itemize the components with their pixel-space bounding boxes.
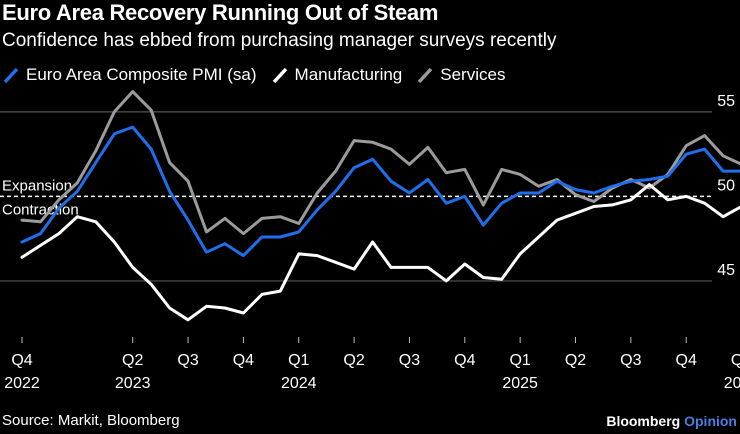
- x-tick-year-label: 2023: [115, 375, 151, 392]
- x-tick-label: Q1: [509, 352, 530, 369]
- bloomberg-opinion-logo: Bloomberg Opinion: [606, 413, 737, 429]
- x-tick-year-label: 2024: [281, 375, 317, 392]
- expansion-label: Expansion: [2, 177, 72, 194]
- legend-swatch-manufacturing: [272, 67, 287, 84]
- x-tick-label: Q4: [676, 352, 697, 369]
- y-tick-label-55: 55: [717, 93, 735, 110]
- chart-title: Euro Area Recovery Running Out of Steam: [2, 0, 439, 25]
- brand-opinion: Opinion: [684, 413, 737, 429]
- x-tick-label: Q4: [454, 352, 475, 369]
- legend-item-composite: Euro Area Composite PMI (sa): [2, 65, 257, 85]
- chart-legend: Euro Area Composite PMI (sa) Manufacturi…: [2, 65, 519, 85]
- x-tick-label: Q3: [177, 352, 198, 369]
- series-line-services: [20, 90, 740, 236]
- x-tick-label: Q4: [11, 352, 32, 369]
- x-tick-label: Q1: [731, 352, 740, 369]
- x-tick-label: Q1: [288, 352, 309, 369]
- x-tick-label: Q3: [620, 352, 641, 369]
- legend-item-manufacturing: Manufacturing: [271, 65, 403, 85]
- x-tick-label: Q3: [399, 352, 420, 369]
- x-tick-year-label: 2026: [724, 375, 740, 392]
- x-tick-label: Q2: [122, 352, 143, 369]
- x-tick-year-label: 2025: [502, 375, 538, 392]
- legend-label-composite: Euro Area Composite PMI (sa): [26, 65, 257, 84]
- legend-label-services: Services: [440, 65, 506, 84]
- x-tick-label: Q2: [565, 352, 586, 369]
- y-tick-label-50: 50: [717, 177, 735, 194]
- series-line-composite: [20, 125, 740, 258]
- legend-label-manufacturing: Manufacturing: [294, 65, 403, 84]
- legend-swatch-composite: [3, 67, 19, 84]
- x-tick-label: Q4: [233, 352, 254, 369]
- x-tick-year-label: 2022: [4, 375, 40, 392]
- legend-item-services: Services: [416, 65, 505, 85]
- brand-bloomberg: Bloomberg: [606, 413, 681, 429]
- x-tick-label: Q2: [343, 352, 364, 369]
- legend-swatch-services: [417, 67, 433, 84]
- source-note: Source: Markit, Bloomberg: [2, 412, 180, 429]
- chart-subtitle: Confidence has ebbed from purchasing man…: [2, 30, 557, 51]
- contraction-label: Contraction: [2, 201, 79, 218]
- y-tick-label-45: 45: [717, 262, 735, 279]
- series-line-manufacturing: [20, 183, 740, 322]
